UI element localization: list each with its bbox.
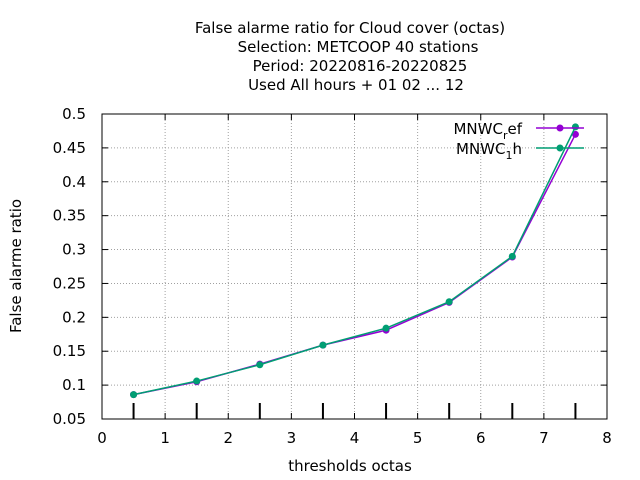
x-tick-label: 6 <box>476 429 486 447</box>
x-tick-label: 5 <box>413 429 423 447</box>
tick-labels: 0 1 2 3 4 5 6 7 8 0.05 0.1 0.15 0.2 0.25 0.3 0.35 0.4 0.4… <box>53 105 612 447</box>
title-line-4: Used All hours + 01 02 ... 12 <box>248 76 464 94</box>
y-tick-label: 0.5 <box>62 105 86 123</box>
grid <box>102 114 607 419</box>
y-tick-label: 0.45 <box>53 139 86 157</box>
legend-marker-2 <box>556 144 564 152</box>
series-2-point <box>193 377 201 385</box>
y-tick-label: 0.3 <box>62 241 86 259</box>
y-tick-label: 0.15 <box>53 342 86 360</box>
y-tick-label: 0.1 <box>62 376 86 394</box>
legend-label-1-main: MNWC <box>453 120 502 138</box>
series-2-point <box>319 341 327 349</box>
series-layer <box>130 123 579 399</box>
legend-label-1: MNWCref <box>453 120 522 142</box>
y-tick-label: 0.35 <box>53 207 86 225</box>
series-2-point <box>445 298 453 306</box>
y-tick-label: 0.4 <box>62 173 86 191</box>
x-axis-label: thresholds octas <box>288 457 412 475</box>
series-1-point <box>571 130 579 138</box>
x-tick-label: 4 <box>350 429 360 447</box>
title-line-3: Period: 20220816-20220825 <box>253 57 468 75</box>
series-2-point <box>382 324 390 332</box>
x-tick-label: 7 <box>539 429 549 447</box>
legend-marker-1 <box>556 124 564 132</box>
legend: MNWCref MNWC1h <box>453 120 584 162</box>
legend-entry-2: MNWC1h <box>456 140 522 162</box>
y-axis-label: False alarme ratio <box>7 199 25 333</box>
x-tick-label: 2 <box>223 429 233 447</box>
title-line-1: False alarme ratio for Cloud cover (octa… <box>195 19 505 37</box>
axes <box>101 113 608 420</box>
legend-label-2-tail: h <box>512 140 522 158</box>
legend-label-1-tail: ef <box>507 120 522 138</box>
legend-label-1-sub: r <box>503 129 508 142</box>
legend-label-2-main: MNWC <box>456 140 505 158</box>
series-2-point <box>256 361 264 369</box>
series-2-point <box>130 391 138 399</box>
legend-entry-1: MNWCref <box>453 120 522 142</box>
y-tick-label: 0.2 <box>62 308 86 326</box>
legend-label-2: MNWC1h <box>456 140 522 162</box>
series-line-2 <box>133 126 577 396</box>
series-2-point <box>571 123 579 131</box>
chart-title: False alarme ratio for Cloud cover (octa… <box>195 19 505 94</box>
x-tick-label: 8 <box>602 429 612 447</box>
y-tick-label: 0.25 <box>53 274 86 292</box>
x-tick-label: 3 <box>287 429 297 447</box>
legend-label-2-sub: 1 <box>505 149 512 162</box>
x-tick-label: 0 <box>97 429 107 447</box>
series-2-point <box>508 252 516 260</box>
x-tick-label: 1 <box>160 429 170 447</box>
title-line-2: Selection: METCOOP 40 stations <box>238 38 479 56</box>
threshold-marks <box>132 403 577 419</box>
y-tick-label: 0.05 <box>53 410 86 428</box>
